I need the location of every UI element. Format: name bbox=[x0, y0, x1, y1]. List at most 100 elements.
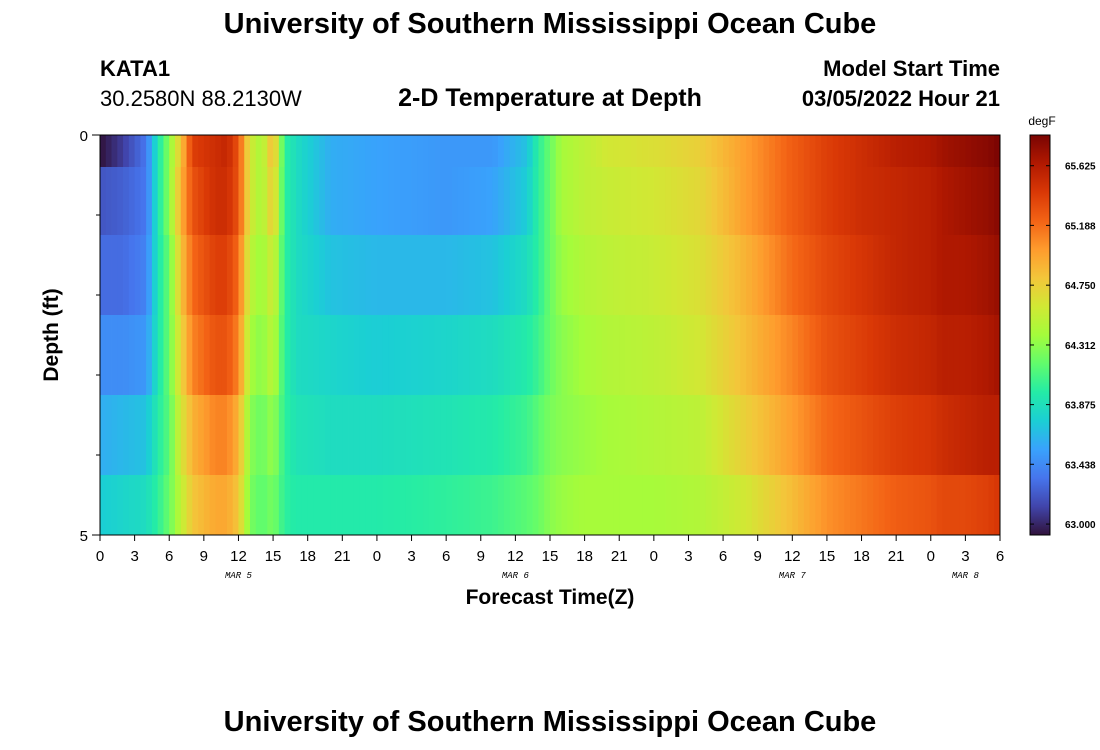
heat-cell bbox=[451, 235, 459, 316]
heat-cell bbox=[117, 235, 124, 316]
heat-cell bbox=[659, 235, 666, 316]
heat-cell bbox=[867, 167, 874, 236]
heat-cell bbox=[169, 395, 176, 476]
heat-cell bbox=[757, 235, 764, 316]
heat-cell bbox=[411, 235, 418, 316]
heat-cell bbox=[238, 315, 245, 396]
heat-cell bbox=[723, 135, 730, 168]
heat-cell bbox=[342, 315, 349, 396]
heat-cell bbox=[128, 475, 136, 536]
heat-cell bbox=[521, 315, 528, 396]
heat-cell bbox=[353, 135, 361, 168]
heat-cell bbox=[578, 167, 586, 236]
heat-cell bbox=[480, 135, 487, 168]
heat-cell bbox=[601, 315, 609, 396]
heat-cell bbox=[850, 135, 857, 168]
heat-cell bbox=[700, 167, 707, 236]
heat-cell bbox=[434, 167, 441, 236]
heat-cell bbox=[446, 475, 453, 536]
heat-cell bbox=[775, 315, 782, 396]
heat-cell bbox=[630, 395, 637, 476]
heat-cell bbox=[486, 395, 493, 476]
heat-cell bbox=[255, 315, 262, 396]
heat-cell bbox=[267, 135, 274, 168]
heat-cell bbox=[140, 475, 147, 536]
heat-cell bbox=[117, 395, 124, 476]
heat-cell bbox=[873, 135, 880, 168]
heat-cell bbox=[930, 135, 937, 168]
heat-cell bbox=[728, 475, 736, 536]
heat-cell bbox=[434, 395, 441, 476]
heat-cell bbox=[105, 315, 112, 396]
x-tick-label: 21 bbox=[611, 548, 628, 565]
heat-cell bbox=[509, 167, 516, 236]
heat-cell bbox=[301, 315, 309, 396]
heat-cell bbox=[244, 315, 251, 396]
heat-cell bbox=[278, 475, 286, 536]
heat-cell bbox=[163, 395, 170, 476]
heat-cell bbox=[584, 167, 591, 236]
heat-cell bbox=[238, 135, 245, 168]
heat-cell bbox=[994, 167, 1001, 236]
heat-cell bbox=[971, 235, 978, 316]
heat-cell bbox=[123, 135, 130, 168]
heat-cell bbox=[665, 315, 672, 396]
heat-cell bbox=[226, 395, 234, 476]
heat-cell bbox=[400, 315, 407, 396]
heat-cell bbox=[561, 235, 568, 316]
heat-cell bbox=[100, 135, 107, 168]
heat-cell bbox=[157, 135, 164, 168]
heat-cell bbox=[936, 315, 943, 396]
heat-cell bbox=[175, 395, 182, 476]
heat-cell bbox=[400, 167, 407, 236]
heat-cell bbox=[226, 135, 234, 168]
heat-cell bbox=[798, 167, 805, 236]
heat-cell bbox=[959, 395, 966, 476]
heat-cell bbox=[688, 395, 695, 476]
heat-cell bbox=[457, 315, 464, 396]
heat-cell bbox=[607, 475, 614, 536]
heat-cell bbox=[463, 475, 470, 536]
heat-cell bbox=[625, 315, 632, 396]
heat-cell bbox=[394, 135, 401, 168]
heat-cell bbox=[290, 235, 297, 316]
heat-cell bbox=[642, 235, 649, 316]
heat-cell bbox=[123, 167, 130, 236]
heat-cell bbox=[988, 135, 995, 168]
heat-cell bbox=[146, 235, 153, 316]
heat-cell bbox=[186, 315, 193, 396]
heat-cell bbox=[838, 135, 845, 168]
heat-cell bbox=[451, 395, 459, 476]
heat-cell bbox=[867, 395, 874, 476]
x-tick-label: 18 bbox=[299, 548, 316, 565]
heat-cell bbox=[567, 235, 574, 316]
heat-cell bbox=[648, 235, 655, 316]
heat-cell bbox=[821, 235, 828, 316]
heat-cell bbox=[526, 475, 534, 536]
heat-cell bbox=[128, 235, 136, 316]
heat-cell bbox=[619, 167, 626, 236]
heat-cell bbox=[884, 135, 891, 168]
x-tick-label: 6 bbox=[719, 548, 727, 565]
heat-cell bbox=[671, 235, 678, 316]
colorbar-tick-label: 65.188 bbox=[1065, 221, 1096, 232]
heat-cell bbox=[192, 135, 199, 168]
heat-cell bbox=[330, 315, 337, 396]
heat-cell bbox=[446, 315, 453, 396]
heat-cell bbox=[509, 135, 516, 168]
heat-cell bbox=[388, 315, 395, 396]
heat-cell bbox=[925, 167, 932, 236]
heat-cell bbox=[134, 135, 141, 168]
x-tick-label: 3 bbox=[407, 548, 415, 565]
heat-cell bbox=[290, 167, 297, 236]
station-coordinates: 30.2580N 88.2130W bbox=[100, 86, 302, 111]
heat-cell bbox=[509, 315, 516, 396]
heat-cell bbox=[786, 167, 793, 236]
heat-cell bbox=[244, 235, 251, 316]
heat-cell bbox=[884, 315, 891, 396]
heat-cell bbox=[769, 135, 776, 168]
heat-cell bbox=[180, 235, 187, 316]
heat-cell bbox=[319, 135, 326, 168]
heat-cell bbox=[676, 135, 684, 168]
heat-cell bbox=[226, 235, 234, 316]
